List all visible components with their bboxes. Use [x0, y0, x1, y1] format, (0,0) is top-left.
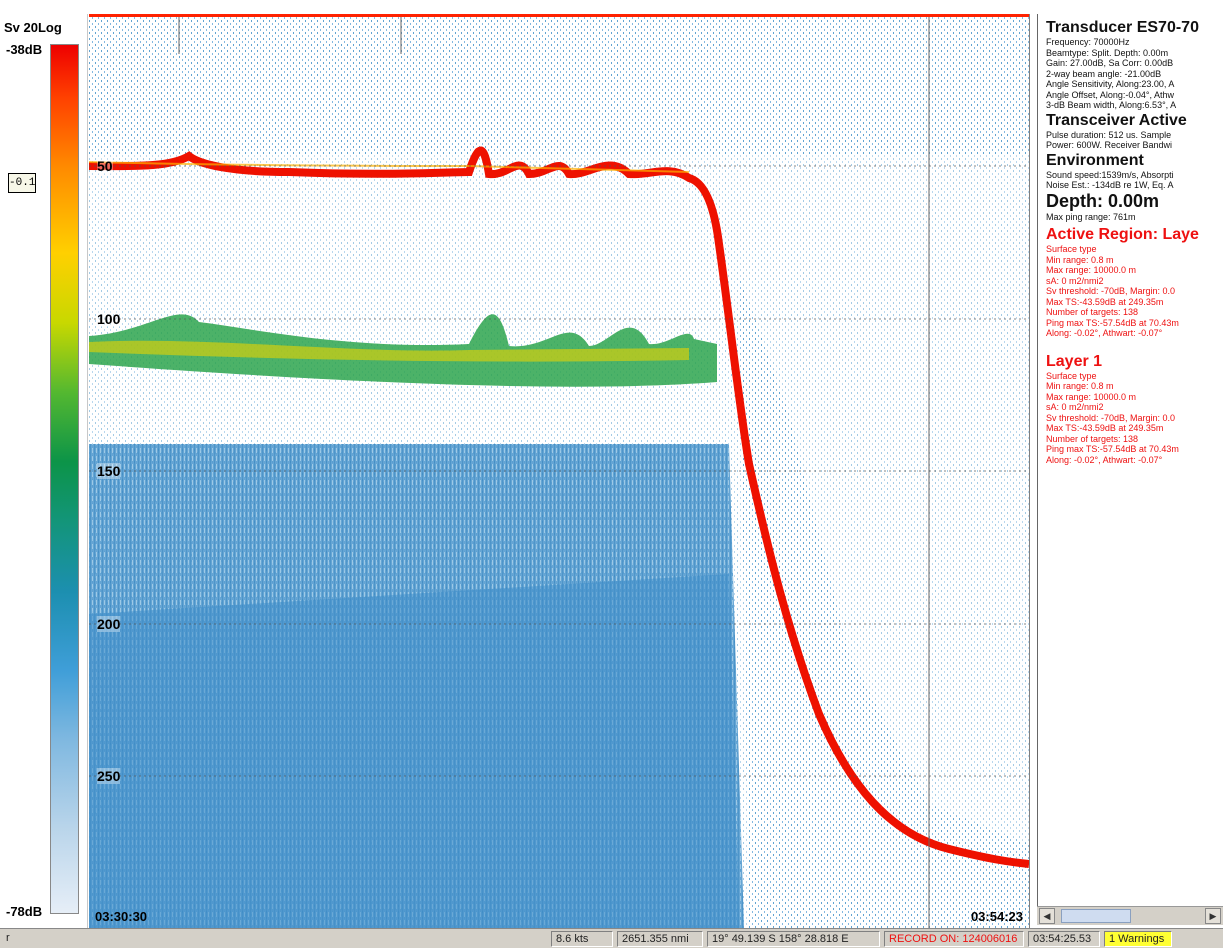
transducer-title: Transducer ES70-70 — [1046, 19, 1199, 36]
info-line: 3-dB Beam width, Along:6.53°, A — [1046, 100, 1177, 110]
info-line: Gain: 27.00dB, Sa Corr: 0.00dB — [1046, 58, 1174, 68]
scroll-left-icon[interactable]: ◀ — [1039, 908, 1055, 924]
time-start-label: 03:30:30 — [95, 909, 148, 924]
depth-label-100: 100 — [97, 311, 121, 327]
status-record[interactable]: RECORD ON: 124006016 — [884, 931, 1024, 947]
environment-title: Environment — [1046, 151, 1144, 169]
scroll-thumb[interactable] — [1061, 909, 1131, 923]
info-line: sA: 0 m2/nmi2 — [1046, 275, 1104, 286]
info-line: Surface type — [1046, 370, 1097, 381]
scale-min-label: -78dB — [6, 904, 43, 919]
scale-max-label: -38dB — [6, 42, 43, 57]
depth-title: Depth: 0.00m — [1046, 190, 1160, 211]
depth-label-200: 200 — [97, 616, 121, 632]
layer-details: Surface type Min range: 0.8 m Max range: 1… — [1046, 371, 1223, 466]
info-line: Angle Sensitivity, Along:23.00, A — [1046, 79, 1175, 89]
transceiver-title: Transceiver Active — [1046, 111, 1187, 129]
threshold-value-box[interactable]: -0.1 — [8, 173, 36, 193]
info-line: Pulse duration: 512 us. Sample — [1046, 129, 1172, 140]
info-line: Surface type — [1046, 244, 1097, 254]
info-line: Along: -0.02°, Athwart: -0.07° — [1046, 328, 1163, 338]
info-line: Along: -0.02°, Athwart: -0.07° — [1046, 454, 1163, 465]
echogram-canvas[interactable] — [89, 14, 1029, 928]
seabed-echo-halo — [89, 161, 690, 173]
info-line: Sv threshold: -70dB, Margin: 0.0 — [1046, 286, 1176, 296]
status-speed: 8.6 kts — [551, 931, 613, 947]
info-line: Max range: 10000.0 m — [1046, 391, 1137, 402]
info-line: Min range: 0.8 m — [1046, 254, 1114, 265]
status-bar: r 8.6 kts 2651.355 nmi 19° 49.139 S 158°… — [0, 928, 1223, 948]
info-line: Noise Est.: -134dB re 1W, Eq. A — [1046, 180, 1174, 190]
color-scale-panel: Sv 20Log -38dB -78dB -0.1 — [0, 14, 88, 931]
info-line: Number of targets: 138 — [1046, 433, 1139, 444]
layer-title: Layer 1 — [1046, 352, 1103, 370]
status-position: 19° 49.139 S 158° 28.818 E — [707, 931, 880, 947]
info-panel: Transducer ES70-70 Frequency: 70000Hz Bea… — [1037, 14, 1223, 906]
depth-label-250: 250 — [97, 768, 121, 784]
color-scale-bar — [50, 44, 79, 914]
transducer-details: Frequency: 70000Hz Beamtype: Split. Depth… — [1046, 37, 1223, 111]
depth-details: Max ping range: 761m — [1046, 212, 1223, 223]
depth-label-150: 150 — [97, 463, 121, 479]
scroll-right-icon[interactable]: ▶ — [1205, 908, 1221, 924]
event-markers — [178, 14, 930, 928]
info-line: Sv threshold: -70dB, Margin: 0.0 — [1046, 412, 1176, 423]
slope-scatter — [739, 274, 1029, 928]
status-left-glyph: r — [6, 932, 10, 944]
echogram-view[interactable]: 50 100 150 200 250 03:30:30 03:54:23 — [89, 14, 1030, 928]
scale-title: Sv 20Log — [4, 20, 62, 35]
info-line: Sound speed:1539m/s, Absorpti — [1046, 169, 1174, 180]
info-line: 2-way beam angle: -21.00dB — [1046, 68, 1162, 79]
info-line: Beamtype: Split. Depth: 0.00m — [1046, 47, 1169, 58]
status-warnings[interactable]: 1 Warnings — [1104, 931, 1172, 947]
surface-noise-band — [89, 14, 1029, 154]
info-line: Angle Offset, Along:-0.04°, Athw — [1046, 89, 1175, 100]
status-distance: 2651.355 nmi — [617, 931, 703, 947]
info-line: Number of targets: 138 — [1046, 307, 1139, 317]
info-line: Max ping range: 761m — [1046, 211, 1136, 222]
info-line: Max TS:-43.59dB at 249.35m — [1046, 423, 1164, 433]
time-end-label: 03:54:23 — [970, 909, 1023, 924]
info-line: Ping max TS:-57.54dB at 70.43m — [1046, 317, 1179, 328]
status-clock: 03:54:25.53 — [1028, 931, 1100, 947]
active-region-title: Active Region: Laye — [1046, 226, 1199, 243]
active-region-details: Surface type Min range: 0.8 m Max range: 1… — [1046, 244, 1223, 339]
transceiver-details: Pulse duration: 512 us. Sample Power: 600… — [1046, 130, 1223, 151]
info-line: Ping max TS:-57.54dB at 70.43m — [1046, 444, 1179, 454]
info-line: Max TS:-43.59dB at 249.35m — [1046, 296, 1164, 307]
info-line: sA: 0 m2/nmi2 — [1046, 402, 1104, 412]
info-line: Max range: 10000.0 m — [1046, 265, 1137, 275]
deep-scattering-core — [89, 574, 739, 928]
seabed-echo-line — [89, 146, 1029, 868]
depth-label-50: 50 — [97, 158, 113, 174]
info-horizontal-scrollbar[interactable]: ◀ ▶ — [1037, 906, 1223, 925]
depth-grid — [89, 165, 1029, 777]
environment-details: Sound speed:1539m/s, Absorpti Noise Est.:… — [1046, 170, 1223, 191]
info-line: Frequency: 70000Hz — [1046, 37, 1130, 47]
scattering-layer-yellow — [89, 340, 689, 362]
info-line: Min range: 0.8 m — [1046, 381, 1114, 391]
surface-echo-strip — [89, 14, 1029, 17]
info-line: Power: 600W. Receiver Bandwi — [1046, 140, 1173, 150]
